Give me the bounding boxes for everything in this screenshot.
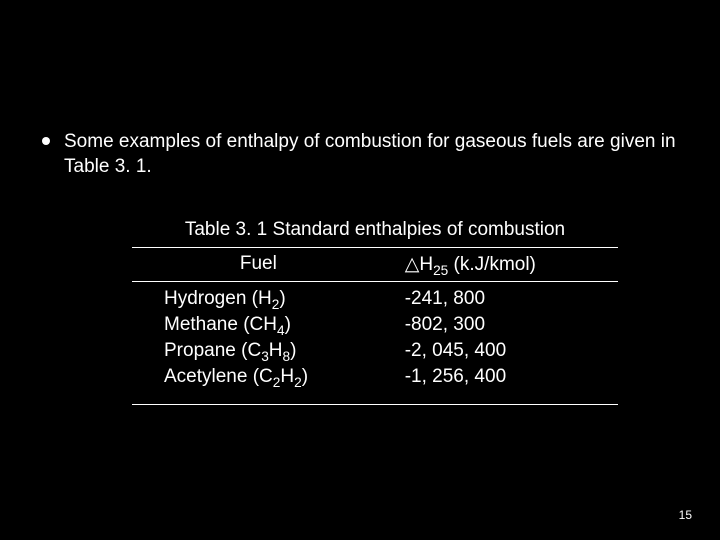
table-row: Methane (CH4) -802, 300: [132, 312, 618, 338]
value-cell: -2, 045, 400: [385, 340, 618, 362]
table-body: Hydrogen (H2) -241, 800 Methane (CH4) -8…: [132, 282, 618, 404]
fuel-cell: Methane (CH4): [132, 314, 385, 336]
fuel-cell: Hydrogen (H2): [132, 288, 385, 310]
page-number: 15: [679, 508, 692, 522]
col-fuel-header: Fuel: [132, 253, 385, 276]
value-cell: -802, 300: [385, 314, 618, 336]
col-dh-header: △H25 (k.J/kmol): [385, 253, 618, 276]
enthalpy-table: Table 3. 1 Standard enthalpies of combus…: [42, 219, 678, 405]
dh-units: (k.J/kmol): [448, 254, 536, 275]
table-row: Hydrogen (H2) -241, 800: [132, 286, 618, 312]
bullet-item: Some examples of enthalpy of combustion …: [42, 130, 678, 179]
table-header-row: Fuel △H25 (k.J/kmol): [132, 248, 618, 281]
delta-symbol: △H: [405, 254, 433, 275]
table-rule-bottom: [132, 404, 618, 405]
fuel-cell: Acetylene (C2H2): [132, 366, 385, 388]
bullet-icon: [42, 137, 50, 145]
value-cell: -1, 256, 400: [385, 366, 618, 388]
table-row: Acetylene (C2H2) -1, 256, 400: [132, 364, 618, 390]
table-title: Table 3. 1 Standard enthalpies of combus…: [132, 219, 618, 241]
table-row: Propane (C3H8) -2, 045, 400: [132, 338, 618, 364]
bullet-text: Some examples of enthalpy of combustion …: [64, 130, 678, 179]
value-cell: -241, 800: [385, 288, 618, 310]
dh-sub: 25: [433, 263, 448, 278]
fuel-cell: Propane (C3H8): [132, 340, 385, 362]
